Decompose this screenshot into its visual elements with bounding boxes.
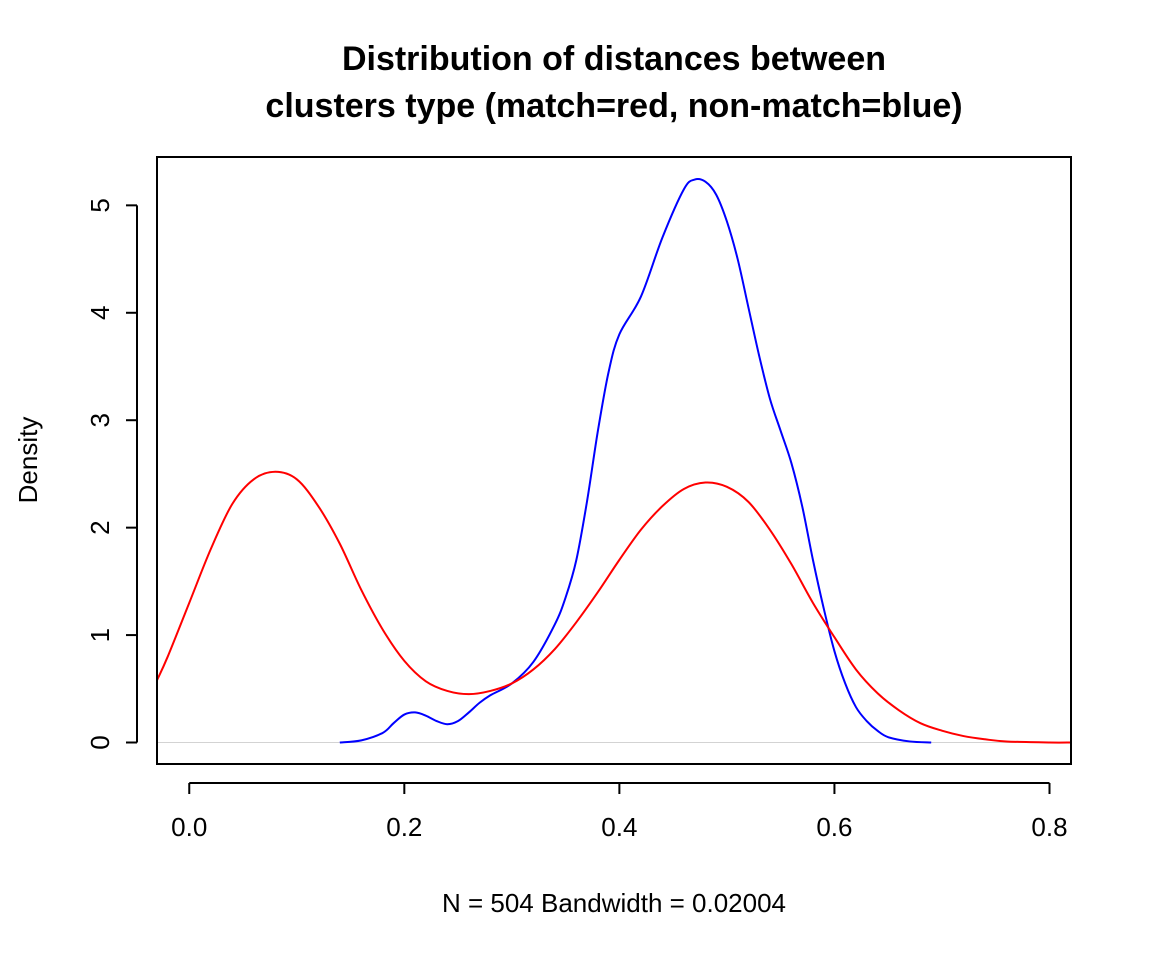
x-axis-label: N = 504 Bandwidth = 0.02004 [442,888,786,918]
y-tick-label: 1 [85,628,115,642]
chart-title-line-1: Distribution of distances between [342,40,886,78]
plot-frame [156,156,1072,765]
x-tick-label: 0.2 [386,812,422,842]
x-tick-label: 0.8 [1031,812,1067,842]
x-tick-label: 0.0 [171,812,207,842]
y-tick-label: 3 [85,413,115,427]
x-tick-label: 0.6 [816,812,852,842]
y-tick-label: 5 [85,198,115,212]
plot-layer: 0.0 0.2 0.4 0.6 0.8 0 1 2 3 4 5 [85,178,1071,842]
y-tick-label: 4 [85,306,115,320]
match-density-curve [157,470,1071,744]
x-tick-label: 0.4 [601,812,637,842]
y-tick-label: 2 [85,520,115,534]
y-tick-label: 0 [85,735,115,749]
non-match-density-curve [339,178,932,744]
y-axis-label: Density [13,417,43,504]
chart-title-line-2: clusters type (match=red, non-match=blue… [265,87,962,125]
